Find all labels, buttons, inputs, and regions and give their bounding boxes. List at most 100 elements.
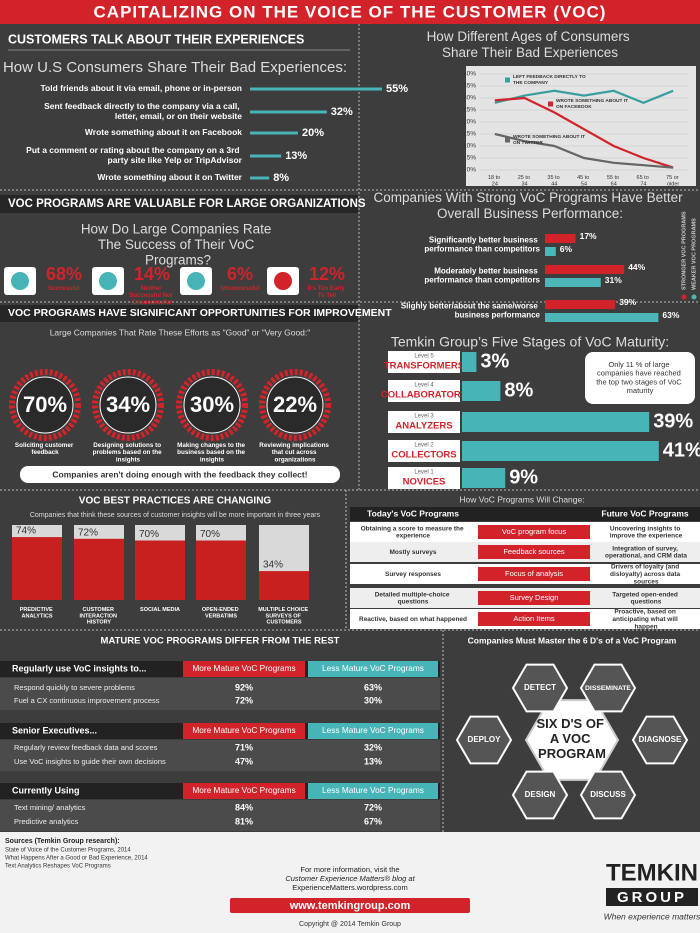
value-label: 13% xyxy=(285,150,307,162)
category-label: Told friends about it via email, phone o… xyxy=(41,83,243,93)
text-line: HISTORY xyxy=(87,620,111,626)
x-tick-label: 45 to 54 xyxy=(577,175,591,187)
table-cell: VoC program focus xyxy=(502,527,566,536)
bar xyxy=(545,313,659,322)
chart-subtitle: Companies that think these sources of cu… xyxy=(30,512,321,519)
info-line: Customer Experience Matters® blog at xyxy=(285,874,415,883)
level-label: Level 2 xyxy=(414,443,434,449)
text-line: Reviewing implications xyxy=(259,442,330,449)
text-line: Survey responses xyxy=(385,571,441,578)
table-header: More Mature VoC Programs xyxy=(192,663,295,673)
text-line: 18 to xyxy=(488,175,502,181)
stat-label: Neither Successful Nor Unsuccessful xyxy=(129,286,174,306)
step-label: DIAGNOSE xyxy=(639,735,682,744)
table-cell: Drivers of loyalty (and disloyalty) acro… xyxy=(610,563,682,585)
stat-value: 34% xyxy=(106,392,150,417)
value-label: 74% xyxy=(16,526,36,537)
table-cell: 72% xyxy=(364,802,382,812)
text-line: Put a comment or rating about the compan… xyxy=(26,145,242,155)
chart-title: Companies With Strong VoC Programs Have … xyxy=(374,190,687,221)
table-cell: Targeted open-ended questions xyxy=(612,591,679,605)
sources-title: Sources (Temkin Group research): xyxy=(5,838,120,845)
table-cell: Obtaining a score to measure the experie… xyxy=(361,525,466,539)
table-header: Less Mature VoC Programs xyxy=(322,725,424,735)
source: Text Analytics Reshapes VoC Programs xyxy=(5,864,111,870)
url-band xyxy=(230,898,470,913)
icon xyxy=(187,272,205,290)
text-line: Neither xyxy=(141,286,163,292)
y-tick-label: 35% xyxy=(463,83,476,90)
table-header: Less Mature VoC Programs xyxy=(322,663,424,673)
icon xyxy=(274,272,292,290)
text-line: companies have reached xyxy=(597,369,683,378)
category-label: ANALYZERS xyxy=(395,421,452,432)
x-tick-label: 35 to 44 xyxy=(547,175,561,187)
text-line: Wrote something about it on Twitter xyxy=(97,172,242,182)
banner-text: Companies aren't doing enough with the f… xyxy=(52,469,307,479)
value-label: 34% xyxy=(263,560,283,571)
bar xyxy=(250,87,382,91)
text-line: 25 to xyxy=(518,175,532,181)
bar xyxy=(545,265,625,274)
step-hexagon xyxy=(511,770,569,820)
y-tick-label: 0% xyxy=(467,167,477,174)
step-label: DISSEMINATE xyxy=(585,685,631,692)
section-heading: VOC PROGRAMS HAVE SIGNIFICANT OPPORTUNIT… xyxy=(8,307,392,319)
header-cell xyxy=(308,783,438,799)
value-label: 6% xyxy=(560,244,573,254)
table-cell: Proactive, based on anticipating what wi… xyxy=(612,608,679,630)
table-title: How VoC Programs Will Change: xyxy=(459,494,584,504)
y-tick-label: 25% xyxy=(463,107,476,114)
table-cell: 63% xyxy=(364,682,382,692)
text-line: Told friends about it via email, phone o… xyxy=(41,83,243,93)
value-label: 63% xyxy=(662,310,679,320)
text-line: business based on the xyxy=(177,449,247,456)
step-label: DETECT xyxy=(524,683,556,692)
icon xyxy=(11,272,29,290)
x-tick-label: 25 to 34 xyxy=(518,175,532,187)
step-hexagon xyxy=(631,715,689,765)
stat-value: 14% xyxy=(134,264,170,284)
table-cell: 81% xyxy=(235,816,253,826)
section-subtitle: Large Companies That Rate These Efforts … xyxy=(50,327,311,337)
text-line: sources xyxy=(634,578,659,585)
level-box xyxy=(388,351,460,373)
table-cell: Regularly review feedback data and score… xyxy=(14,743,158,752)
text-line: business performance xyxy=(455,311,541,320)
section-heading: MATURE VOC PROGRAMS DIFFER FROM THE REST xyxy=(101,636,340,647)
ring xyxy=(9,369,81,441)
category-label: TRANSFORMERS xyxy=(384,361,464,372)
legend-swatch xyxy=(505,137,510,143)
text-line: Designing solutions to xyxy=(93,442,163,449)
logo-word: GROUP xyxy=(617,889,687,906)
legend-label: WEAKER VOC PROGRAMS xyxy=(691,218,697,290)
x-tick-label: 75 or older xyxy=(666,175,680,187)
table-cell: 32% xyxy=(364,742,382,752)
text-line: Unsuccessful xyxy=(220,286,259,292)
table-header: Regularly use VoC insights to... xyxy=(12,663,146,673)
text-line: How Do Large Companies Rate xyxy=(81,221,275,236)
category-label: Sent feedback directly to the company vi… xyxy=(44,101,242,121)
header-cell xyxy=(308,723,438,739)
text-line: questions xyxy=(631,598,662,605)
topic-box xyxy=(478,591,590,605)
text-line: A VOC xyxy=(550,731,594,746)
dividers xyxy=(0,24,700,832)
source: State of Voice of the Customer Programs,… xyxy=(5,848,131,854)
table-cell: 67% xyxy=(364,816,382,826)
text-line: Mostly surveys xyxy=(390,549,437,556)
header-cell xyxy=(183,661,305,677)
table-cell: Survey responses xyxy=(385,571,441,578)
text-line: Successful xyxy=(48,286,80,292)
value-label: 20% xyxy=(302,127,324,139)
ring-inner xyxy=(266,376,324,434)
table-cell: 84% xyxy=(235,802,253,812)
table-cell: Mostly surveys xyxy=(390,549,437,556)
text-line: Detailed multiple-choice xyxy=(375,591,452,598)
header-band xyxy=(0,0,700,24)
category-label: MULTIPLE CHOICE SURVEYS OF CUSTOMERS xyxy=(258,607,310,626)
series-line xyxy=(494,132,674,169)
level-label: Level 5 xyxy=(414,354,434,360)
text-line: The Success of Their VoC xyxy=(98,237,258,252)
series-line xyxy=(494,96,674,169)
